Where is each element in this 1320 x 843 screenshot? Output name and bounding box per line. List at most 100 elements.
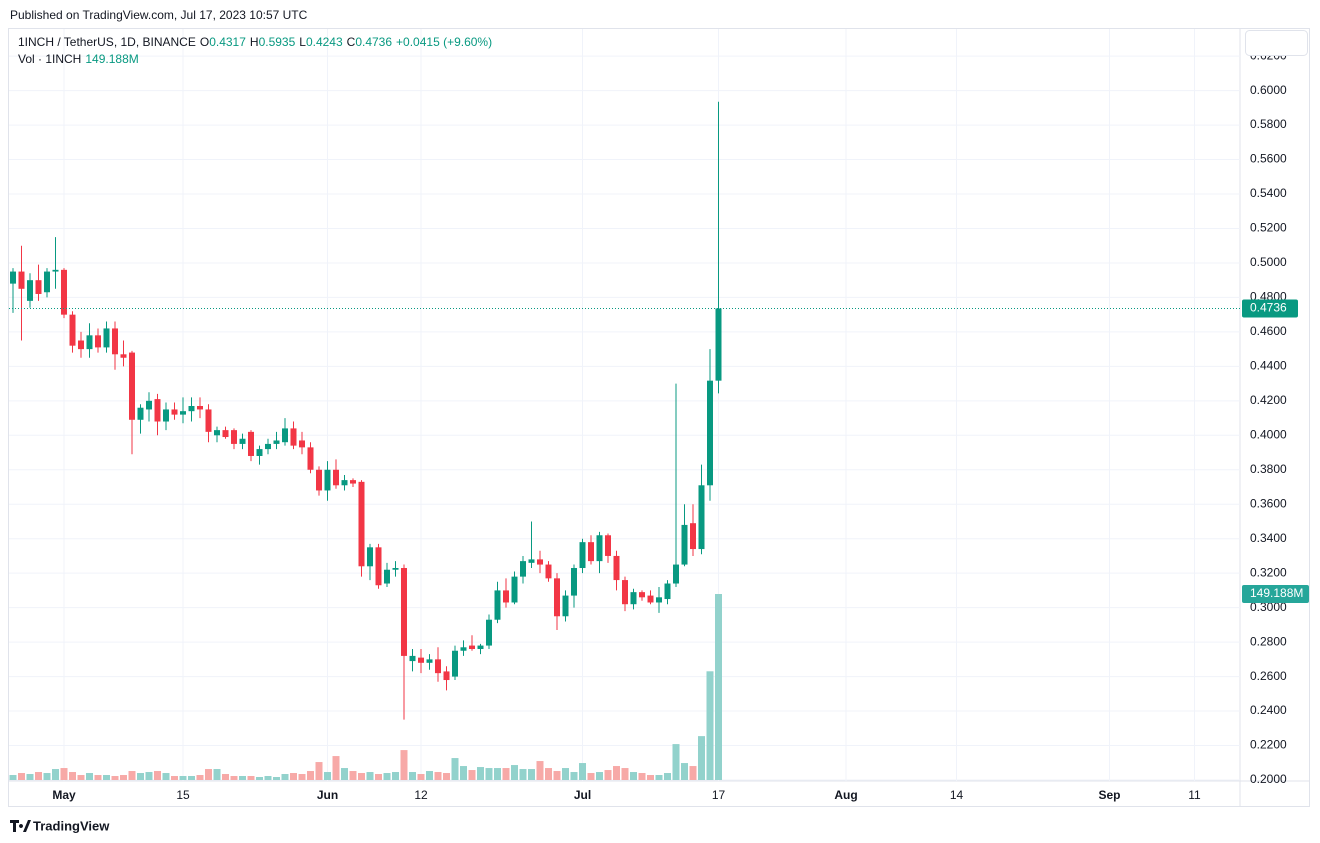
ohlc-value: 0.5935 (258, 35, 296, 49)
candle-body (664, 583, 671, 600)
candle-body (622, 580, 628, 605)
candle-body (171, 409, 178, 415)
ohlc-key: C (346, 35, 356, 49)
volume-bar (94, 775, 102, 780)
candle-body (112, 328, 118, 355)
volume-bar (434, 772, 442, 780)
volume-bar (171, 776, 178, 780)
candle-body (528, 559, 535, 563)
x-tick-label: 12 (414, 788, 428, 802)
volume-bar (494, 768, 501, 780)
labels: 0.2000 0.2200 0.2400 0.2600 0.2800 0.3000 0.32… (52, 48, 1309, 802)
volume-bar (706, 671, 714, 780)
y-tick-label: 0.3600 (1250, 496, 1287, 510)
candle-body (52, 269, 59, 272)
symbol: 1INCH / TetherUS, 1D, BINANCE (18, 35, 196, 49)
volume-bar (570, 772, 578, 780)
y-tick-label: 0.6000 (1250, 83, 1287, 97)
y-tick-label: 0.2200 (1250, 738, 1287, 752)
candle-body (681, 524, 688, 565)
volume-bar (664, 773, 671, 780)
volume-bar (213, 769, 221, 780)
candle-body (10, 271, 16, 284)
ohlc-value: 0.4736 (355, 35, 393, 49)
chart-frame (8, 28, 1310, 807)
scale-button[interactable] (1245, 30, 1308, 56)
y-tick-label: 0.2400 (1250, 703, 1287, 717)
x-tick-label: 15 (176, 788, 190, 802)
volume-bar (196, 775, 204, 780)
volume-bar (604, 770, 612, 780)
volume-bar (451, 758, 459, 780)
candle-body (656, 597, 662, 603)
candle-body (647, 595, 654, 603)
candle-body (486, 619, 492, 646)
volume-bar (400, 750, 408, 780)
ohlc-value: 0.4317 (209, 35, 246, 49)
volume-bar (596, 772, 603, 780)
y-tick-label: 0.3200 (1250, 565, 1287, 579)
x-tick-label: 14 (950, 788, 964, 802)
change: +0.0415 (+9.60%) (396, 35, 493, 49)
candle-body (282, 428, 288, 443)
volume-bar (562, 768, 569, 780)
candle-body (673, 564, 679, 584)
candle-body (316, 469, 322, 491)
candle-body (35, 280, 42, 294)
volume-bar (137, 773, 144, 780)
candle-body (290, 428, 297, 446)
candle-body (222, 430, 229, 438)
candle-body (129, 352, 135, 420)
volume-bar (553, 771, 561, 780)
volume-bar (18, 773, 25, 780)
x-tick-label: Jul (574, 788, 591, 802)
candle-body (248, 431, 254, 456)
candle-body (707, 380, 713, 486)
volume-name: Vol · 1INCH (18, 52, 82, 66)
volume-bar (35, 772, 42, 780)
volume-bar (366, 772, 374, 780)
volume-bar (392, 772, 399, 780)
volume-bar (52, 769, 59, 780)
y-tick-label: 0.2600 (1250, 669, 1287, 683)
volume-bar (409, 772, 416, 780)
candle-body (163, 409, 169, 422)
brand: TradingView (33, 818, 110, 833)
volume-tag (1242, 585, 1309, 604)
y-tick-label: 0.5000 (1250, 255, 1287, 269)
volume-bar (528, 769, 535, 780)
candle-body (630, 592, 637, 605)
volume-bar (689, 766, 697, 780)
volume-bar (120, 775, 127, 780)
candle-body (273, 440, 280, 444)
volume-bar (307, 771, 314, 780)
volume-bar (485, 768, 493, 780)
candle-body (418, 657, 424, 663)
volume-bar (511, 765, 518, 780)
candle-body (324, 469, 331, 491)
volume-bar (545, 768, 552, 780)
candle-body (401, 568, 407, 656)
volume-bar (426, 771, 433, 780)
candle-body (469, 645, 475, 650)
candle-body (392, 568, 399, 570)
y-tick-label: 0.2800 (1250, 634, 1287, 648)
volume-bar (256, 777, 263, 780)
volume-header: Vol · 1INCH 149.188M (18, 52, 139, 66)
y-tick-label: 0.2000 (1250, 772, 1287, 786)
volume-bar (468, 770, 476, 780)
candle-body (511, 576, 518, 603)
y-tick-label: 0.5400 (1250, 186, 1287, 200)
ohlc-value: 0.4243 (305, 35, 343, 49)
y-tick-label: 0.4400 (1250, 359, 1287, 373)
candle-body (579, 542, 586, 569)
candle-body (205, 409, 212, 432)
candle-body (350, 480, 356, 484)
volume-bar (358, 773, 365, 780)
x-tick-label: 11 (1188, 788, 1201, 802)
volume-bar (621, 768, 629, 780)
x-tick-label: Aug (834, 788, 857, 802)
candle-body (639, 592, 645, 598)
candle-body (375, 547, 382, 586)
candle-body (460, 647, 467, 651)
